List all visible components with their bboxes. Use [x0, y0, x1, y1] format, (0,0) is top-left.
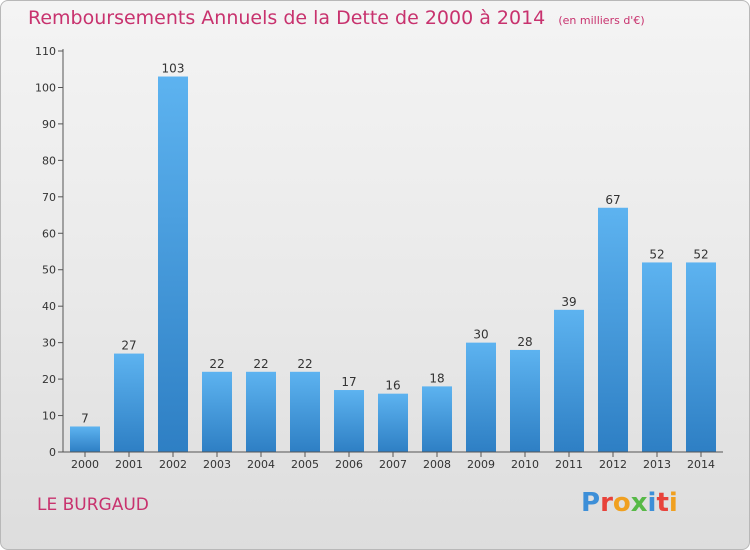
logo-letter: i: [647, 488, 657, 518]
bar-value-label: 39: [561, 295, 576, 309]
bar: [510, 349, 540, 452]
x-axis: 2000 2001 2002 2003 2004 2005 2006 2007 2008 2009…: [63, 451, 723, 471]
x-tick-label: 2001: [115, 458, 143, 471]
bar: [554, 309, 584, 452]
bar: [202, 371, 232, 452]
bar: [422, 386, 452, 452]
bar: [378, 393, 408, 452]
bars: 7 27 103 22 22 22 17 16 18 30 28 39 67 52 52: [70, 62, 716, 452]
y-tick-label: 40: [42, 300, 56, 313]
x-tick-label: 2004: [247, 458, 275, 471]
bar-value-label: 30: [473, 328, 488, 342]
logo-letter: i: [668, 488, 678, 518]
bar-value-label: 27: [121, 339, 136, 353]
logo-letter: o: [612, 488, 631, 518]
x-tick-label: 2014: [687, 458, 715, 471]
x-tick-label: 2008: [423, 458, 451, 471]
x-tick-label: 2000: [71, 458, 99, 471]
place-name: LE BURGAUD: [37, 495, 149, 515]
bar-value-label: 52: [649, 247, 664, 261]
bar-value-label: 103: [162, 62, 185, 76]
bar-value-label: 22: [253, 357, 268, 371]
x-tick-label: 2003: [203, 458, 231, 471]
bar-value-label: 17: [341, 375, 356, 389]
y-tick-label: 50: [42, 264, 56, 277]
bar: [642, 262, 672, 452]
y-tick-label: 90: [42, 118, 56, 131]
bar: [598, 207, 628, 452]
y-tick-label: 80: [42, 154, 56, 167]
bar: [290, 371, 320, 452]
bar-value-label: 7: [81, 411, 89, 425]
chart-title: Remboursements Annuels de la Dette de 20…: [28, 7, 546, 29]
y-tick-label: 110: [35, 45, 56, 58]
x-tick-label: 2006: [335, 458, 363, 471]
y-tick-label: 30: [42, 337, 56, 350]
chart-title-row: Remboursements Annuels de la Dette de 20…: [28, 7, 645, 29]
x-tick-label: 2010: [511, 458, 539, 471]
y-tick-label: 100: [35, 81, 56, 94]
bar-value-label: 18: [429, 371, 444, 385]
logo-letter: x: [630, 488, 648, 518]
logo-letter: P: [581, 488, 601, 518]
bar-value-label: 22: [209, 357, 224, 371]
y-tick-label: 60: [42, 227, 56, 240]
y-tick-label: 20: [42, 373, 56, 386]
bar: [246, 371, 276, 452]
bar: [686, 262, 716, 452]
x-tick-label: 2007: [379, 458, 407, 471]
bar-value-label: 52: [693, 247, 708, 261]
proxiti-logo: Proxiti: [581, 488, 678, 518]
bar-value-label: 28: [517, 335, 532, 349]
bar: [114, 353, 144, 452]
x-tick-label: 2011: [555, 458, 583, 471]
chart-unit-label: (en milliers d'€): [558, 14, 645, 27]
y-tick-label: 0: [49, 446, 56, 459]
x-tick-label: 2009: [467, 458, 495, 471]
bar-value-label: 67: [605, 193, 620, 207]
logo-letter: r: [600, 488, 613, 518]
x-tick-label: 2012: [599, 458, 627, 471]
bar: [334, 390, 364, 452]
bar-value-label: 16: [385, 379, 400, 393]
bar: [70, 426, 100, 452]
x-tick-label: 2005: [291, 458, 319, 471]
bar-value-label: 22: [297, 357, 312, 371]
y-tick-label: 10: [42, 410, 56, 423]
bar: [466, 342, 496, 452]
y-axis: 0 10 20 30 40 50 60 70 80 90 100 110: [35, 45, 64, 459]
bar: [158, 76, 188, 452]
x-tick-label: 2002: [159, 458, 187, 471]
y-tick-label: 70: [42, 191, 56, 204]
x-tick-label: 2013: [643, 458, 671, 471]
logo-letter: t: [656, 488, 669, 518]
